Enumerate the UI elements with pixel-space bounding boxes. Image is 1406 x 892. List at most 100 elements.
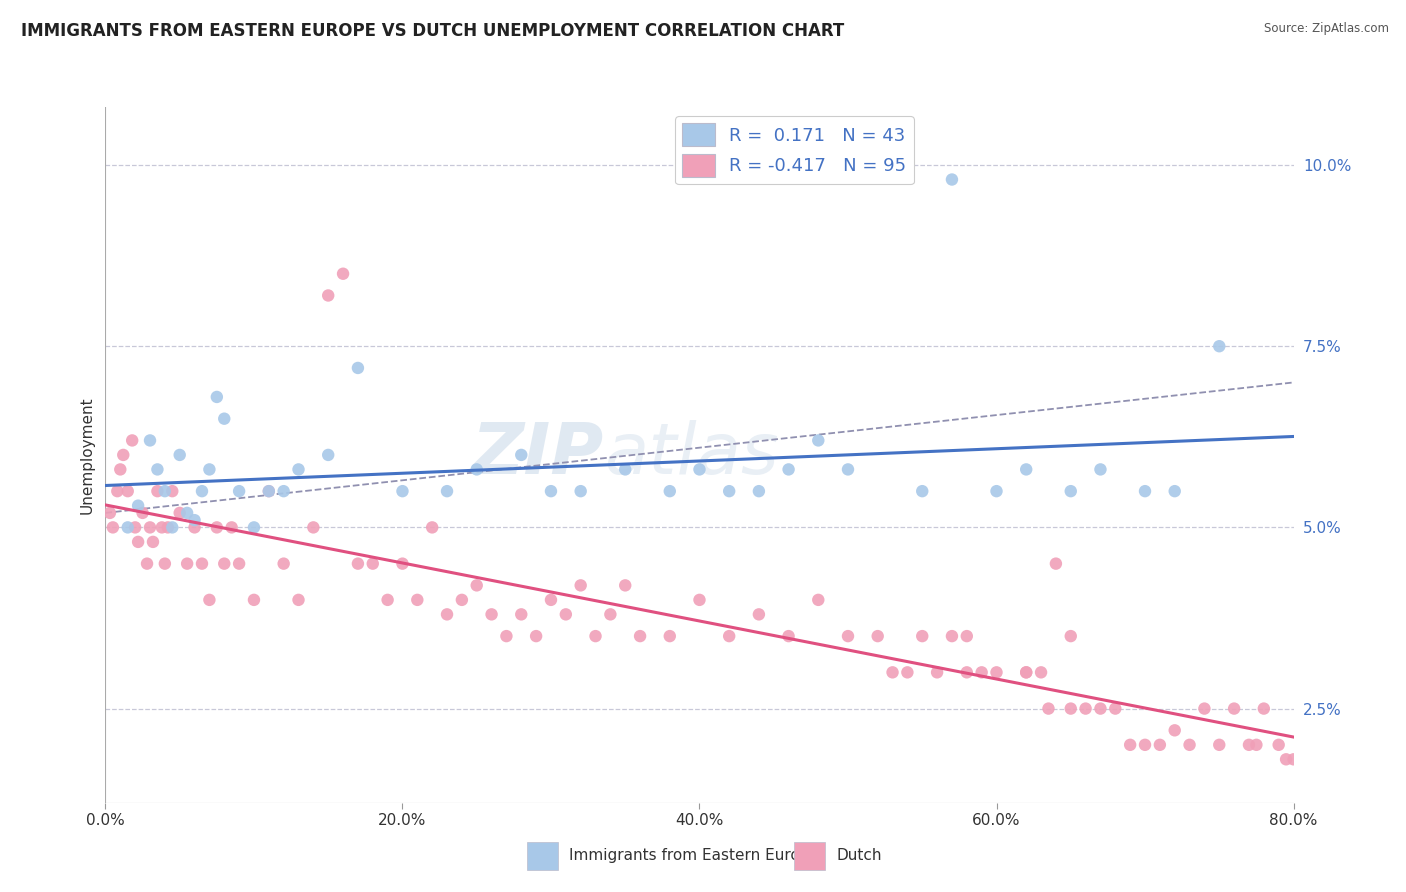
- Point: [956, 665, 979, 680]
- Point: [628, 629, 651, 643]
- Point: [866, 629, 889, 643]
- Point: [316, 288, 339, 302]
- Point: [748, 484, 770, 499]
- Point: [198, 462, 221, 476]
- Point: [127, 499, 149, 513]
- Point: [510, 448, 533, 462]
- Point: [778, 462, 800, 476]
- Point: [778, 629, 800, 643]
- Point: [287, 592, 309, 607]
- Point: [986, 665, 1008, 680]
- Point: [287, 462, 309, 476]
- Point: [377, 592, 399, 607]
- Point: [198, 592, 221, 607]
- Point: [569, 578, 592, 592]
- Point: [1074, 701, 1097, 715]
- Point: [146, 484, 169, 499]
- Point: [807, 434, 830, 448]
- Point: [257, 484, 280, 499]
- Point: [882, 665, 904, 680]
- Point: [243, 520, 266, 534]
- Point: [1282, 752, 1305, 766]
- Point: [214, 557, 236, 571]
- Point: [1133, 738, 1156, 752]
- Point: [1208, 738, 1230, 752]
- Point: [1060, 701, 1083, 715]
- Point: [420, 520, 443, 534]
- Point: [941, 172, 963, 186]
- Point: [1267, 738, 1289, 752]
- Point: [1015, 665, 1038, 680]
- Point: [139, 434, 162, 448]
- Point: [718, 484, 741, 499]
- Point: [257, 484, 280, 499]
- Point: [176, 557, 198, 571]
- Point: [837, 462, 859, 476]
- Point: [1015, 462, 1038, 476]
- Point: [689, 592, 711, 607]
- Point: [146, 462, 169, 476]
- Point: [136, 557, 159, 571]
- Point: [205, 390, 228, 404]
- Point: [1194, 701, 1216, 715]
- Point: [436, 484, 458, 499]
- Point: [554, 607, 576, 622]
- Point: [142, 535, 165, 549]
- Point: [524, 629, 547, 643]
- Point: [1029, 665, 1052, 680]
- Point: [1133, 484, 1156, 499]
- Point: [156, 520, 179, 534]
- Point: [970, 665, 993, 680]
- Point: [1208, 339, 1230, 353]
- Point: [112, 448, 135, 462]
- Point: [540, 592, 562, 607]
- Point: [121, 434, 143, 448]
- Point: [1060, 629, 1083, 643]
- Point: [1253, 701, 1275, 715]
- Point: [1223, 701, 1246, 715]
- Point: [139, 520, 162, 534]
- Point: [941, 629, 963, 643]
- Point: [98, 506, 121, 520]
- Point: [807, 592, 830, 607]
- Point: [1090, 462, 1112, 476]
- Point: [228, 484, 250, 499]
- Point: [986, 484, 1008, 499]
- Point: [481, 607, 503, 622]
- Point: [911, 629, 934, 643]
- Point: [117, 520, 139, 534]
- Point: [1246, 738, 1268, 752]
- Point: [117, 484, 139, 499]
- Point: [1060, 484, 1083, 499]
- Point: [191, 557, 214, 571]
- Point: [540, 484, 562, 499]
- Point: [169, 448, 191, 462]
- Point: [1164, 484, 1187, 499]
- Point: [183, 513, 205, 527]
- Point: [332, 267, 354, 281]
- Point: [150, 520, 173, 534]
- Y-axis label: Unemployment: Unemployment: [79, 396, 94, 514]
- Point: [1090, 701, 1112, 715]
- Point: [1015, 665, 1038, 680]
- Point: [110, 462, 132, 476]
- Point: [837, 629, 859, 643]
- Text: Source: ZipAtlas.com: Source: ZipAtlas.com: [1264, 22, 1389, 36]
- Point: [896, 665, 918, 680]
- Point: [273, 484, 295, 499]
- Point: [569, 484, 592, 499]
- Point: [599, 607, 621, 622]
- Point: [243, 592, 266, 607]
- Point: [347, 557, 370, 571]
- Point: [228, 557, 250, 571]
- Point: [911, 484, 934, 499]
- Point: [1178, 738, 1201, 752]
- Point: [316, 448, 339, 462]
- Point: [1119, 738, 1142, 752]
- Point: [391, 557, 413, 571]
- Text: atlas: atlas: [605, 420, 779, 490]
- Point: [465, 462, 488, 476]
- Text: IMMIGRANTS FROM EASTERN EUROPE VS DUTCH UNEMPLOYMENT CORRELATION CHART: IMMIGRANTS FROM EASTERN EUROPE VS DUTCH …: [21, 22, 845, 40]
- Point: [176, 506, 198, 520]
- Point: [450, 592, 472, 607]
